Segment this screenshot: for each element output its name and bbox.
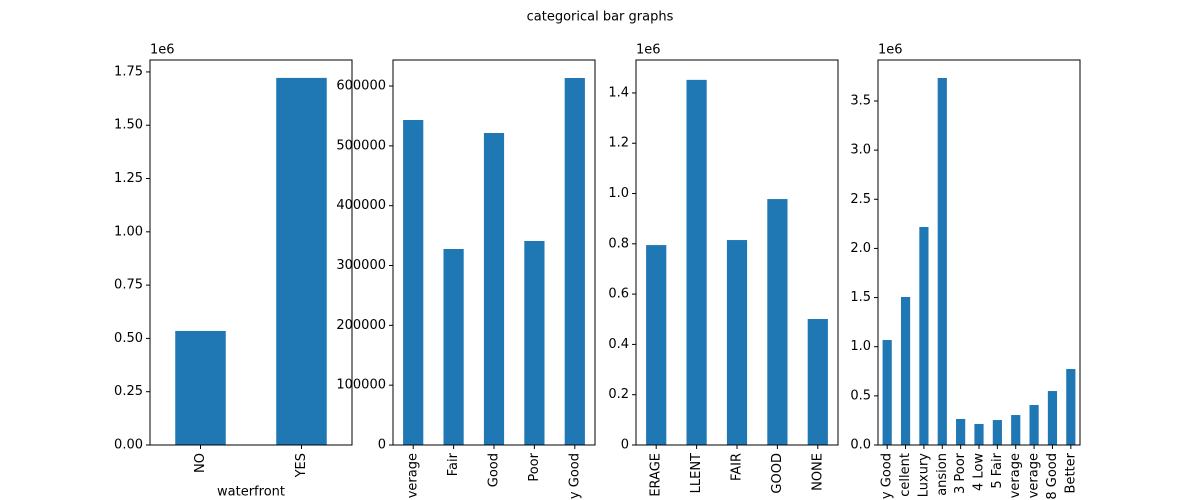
bar bbox=[646, 245, 667, 445]
x-tick-label: verage bbox=[406, 453, 421, 498]
y-tick-label: 0.5 bbox=[850, 388, 871, 403]
bar bbox=[882, 340, 892, 445]
bar bbox=[403, 120, 424, 445]
x-tick-label: NONE bbox=[810, 453, 825, 491]
y-tick-label: 1.5 bbox=[850, 290, 871, 305]
x-tick-label: 8 Good bbox=[1045, 453, 1060, 500]
x-tick-label: FAIR bbox=[730, 453, 745, 481]
y-tick-label: 1.0 bbox=[850, 339, 871, 354]
y-tick-label: 0.50 bbox=[114, 331, 143, 346]
y-tick-label: 0.2 bbox=[608, 387, 629, 402]
y-tick-label: 100000 bbox=[336, 378, 386, 393]
x-tick-label: 4 Low bbox=[972, 453, 987, 491]
x-tick-label: Luxury bbox=[916, 453, 931, 498]
bar bbox=[974, 423, 984, 445]
y-tick-label: 600000 bbox=[336, 79, 386, 94]
axes-frame bbox=[392, 59, 596, 446]
y-tick-label: 1.75 bbox=[114, 64, 143, 79]
x-tick-label: 3 Poor bbox=[953, 452, 968, 494]
y-tick-label: 2.0 bbox=[850, 241, 871, 256]
axes-frame bbox=[149, 59, 353, 446]
y-tick-label: 400000 bbox=[336, 198, 386, 213]
x-tick-label: ERAGE bbox=[649, 453, 664, 497]
x-tick-label: YES bbox=[294, 453, 309, 478]
axes-frame bbox=[877, 59, 1081, 446]
y-tick-label: 1.00 bbox=[114, 224, 143, 239]
figure-title: categorical bar graphs bbox=[527, 10, 674, 25]
x-tick-label: Better bbox=[1063, 452, 1078, 493]
x-tick-label: verage bbox=[1008, 453, 1023, 498]
y-tick-label: 1.0 bbox=[608, 186, 629, 201]
y-tick-label: 1.4 bbox=[608, 85, 629, 100]
y-tick-label: 0.75 bbox=[114, 278, 143, 293]
y-tick-label: 0.4 bbox=[608, 337, 629, 352]
y-tick-label: 0 bbox=[621, 438, 629, 453]
y-tick-label: 200000 bbox=[336, 318, 386, 333]
x-tick-label: verage bbox=[1027, 453, 1042, 498]
y-tick-label: 3.0 bbox=[850, 143, 871, 158]
y-offset-label: 1e6 bbox=[878, 43, 903, 58]
y-tick-label: 0.25 bbox=[114, 384, 143, 399]
bar bbox=[1047, 391, 1058, 445]
y-tick-label: 0.8 bbox=[608, 236, 629, 251]
bar bbox=[992, 420, 1002, 445]
y-offset-label: 1e6 bbox=[636, 43, 661, 58]
x-tick-label: ansion bbox=[935, 453, 950, 496]
y-tick-label: 500000 bbox=[336, 138, 386, 153]
y-tick-label: 0.00 bbox=[114, 438, 143, 453]
x-tick-label: NO bbox=[193, 453, 208, 473]
axes-frame bbox=[635, 59, 839, 446]
bar bbox=[1011, 415, 1021, 445]
y-tick-label: 3.5 bbox=[850, 93, 871, 108]
x-tick-label: y Good bbox=[567, 453, 582, 499]
bar bbox=[1029, 404, 1039, 445]
y-tick-label: 0.0 bbox=[850, 438, 871, 453]
bar bbox=[807, 319, 828, 445]
y-tick-label: 0 bbox=[378, 438, 386, 453]
bar bbox=[524, 240, 545, 445]
y-tick-label: 1.2 bbox=[608, 136, 629, 151]
bar bbox=[726, 240, 748, 445]
x-tick-label: y Good bbox=[880, 453, 895, 499]
x-tick-label: Good bbox=[487, 453, 502, 487]
y-tick-label: 0.6 bbox=[608, 287, 629, 302]
x-tick-label: LLENT bbox=[689, 453, 704, 493]
y-offset-label: 1e6 bbox=[150, 43, 175, 58]
x-axis-label: waterfront bbox=[217, 485, 285, 500]
bar bbox=[1066, 369, 1076, 445]
x-tick-label: cellent bbox=[898, 453, 913, 497]
y-tick-label: 1.25 bbox=[114, 171, 143, 186]
bar bbox=[175, 330, 226, 445]
bar bbox=[276, 77, 327, 445]
x-tick-label: Fair bbox=[446, 452, 461, 476]
y-tick-label: 2.5 bbox=[850, 192, 871, 207]
bar bbox=[686, 79, 707, 446]
bar bbox=[956, 418, 966, 445]
y-tick-label: 300000 bbox=[336, 258, 386, 273]
bar bbox=[767, 199, 788, 445]
bar bbox=[937, 77, 947, 446]
x-tick-label: GOOD bbox=[770, 453, 785, 494]
bar bbox=[443, 249, 464, 445]
x-tick-label: 5 Fair bbox=[990, 452, 1005, 488]
bar bbox=[919, 226, 929, 445]
bar bbox=[564, 78, 585, 445]
bar bbox=[900, 296, 911, 445]
y-tick-label: 1.50 bbox=[114, 118, 143, 133]
x-tick-label: Poor bbox=[527, 452, 542, 481]
bar bbox=[483, 132, 505, 445]
